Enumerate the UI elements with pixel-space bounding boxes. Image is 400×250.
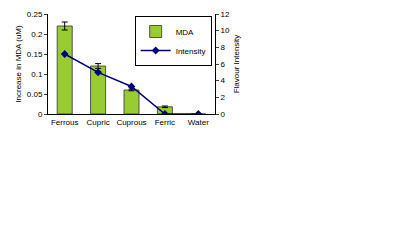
svg-text:4: 4 [221, 76, 226, 85]
svg-text:8: 8 [221, 43, 226, 52]
svg-text:0.15: 0.15 [27, 50, 43, 59]
svg-text:Water: Water [188, 118, 209, 127]
svg-text:0.05: 0.05 [27, 90, 43, 99]
svg-text:MDA: MDA [176, 28, 194, 37]
svg-text:Ferric: Ferric [155, 118, 175, 127]
svg-text:0.1: 0.1 [31, 70, 43, 79]
svg-text:Flavour Intensity: Flavour Intensity [232, 35, 241, 94]
svg-text:6: 6 [221, 60, 226, 69]
svg-text:0: 0 [38, 110, 43, 119]
svg-text:0.25: 0.25 [27, 10, 43, 19]
svg-text:Ferrous: Ferrous [51, 118, 79, 127]
svg-text:Intensity: Intensity [176, 47, 206, 56]
svg-text:12: 12 [221, 10, 230, 19]
svg-text:10: 10 [221, 26, 230, 35]
svg-text:0.2: 0.2 [31, 30, 43, 39]
svg-text:0: 0 [221, 110, 226, 119]
svg-text:Cuprous: Cuprous [116, 118, 146, 127]
svg-text:Cupric: Cupric [87, 118, 110, 127]
svg-text:Increase in MDA (uM): Increase in MDA (uM) [14, 25, 23, 103]
svg-text:2: 2 [221, 93, 226, 102]
